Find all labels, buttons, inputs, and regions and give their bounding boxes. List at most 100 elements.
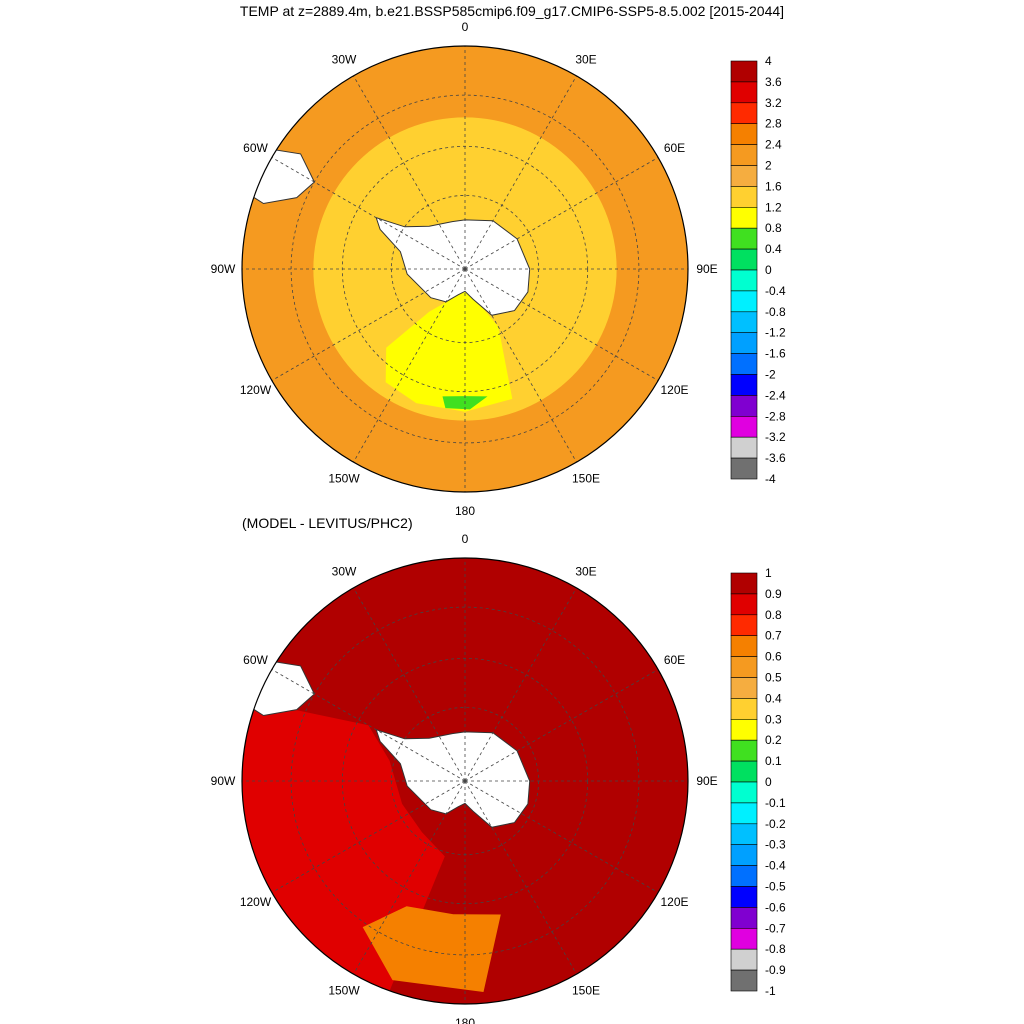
colorbar-tick-label: -0.8 xyxy=(765,942,786,956)
colorbar-box xyxy=(730,698,758,720)
colorbar-tick-label: -2 xyxy=(765,368,776,382)
colorbar-box xyxy=(730,948,758,971)
colorbar-tick-label: 0.1 xyxy=(765,754,782,768)
chart-title: TEMP at z=2889.4m, b.e21.BSSP585cmip6.f0… xyxy=(239,3,785,19)
colorbar-box xyxy=(730,311,758,333)
longitude-line xyxy=(464,780,577,975)
map-boundary xyxy=(241,557,689,1005)
longitude-label: 120W xyxy=(240,895,272,909)
colorbar-box xyxy=(730,457,758,480)
latitude-circle xyxy=(290,606,640,956)
colorbar-box xyxy=(730,802,758,825)
colorbar-box xyxy=(730,635,758,657)
longitude-label: 60W xyxy=(243,653,268,667)
colorbar-box xyxy=(730,186,758,208)
colorbar: 1 0.9 0.8 0.7 0.6 0.5 0.4 0.3 0.2 0.1 0 -0.1 -0.2 -0.… xyxy=(730,566,786,998)
longitude-line xyxy=(271,268,466,381)
longitude-label: 150W xyxy=(328,472,360,486)
colorbar-tick-label: 2.8 xyxy=(765,117,782,131)
longitude-line xyxy=(464,75,577,270)
colorbar-box xyxy=(730,823,758,845)
colorbar-tick-label: 0.5 xyxy=(765,671,782,685)
colorbar-box xyxy=(730,60,758,83)
colorbar-box xyxy=(730,227,758,250)
longitude-label: 180 xyxy=(455,1016,475,1024)
longitude-label: 30W xyxy=(332,565,357,579)
colorbar-box xyxy=(730,593,758,616)
colorbar-tick-label: 3.6 xyxy=(765,75,782,89)
longitude-line xyxy=(353,587,466,782)
colorbar-tick-label: -3.6 xyxy=(765,451,786,465)
longitude-label: 180 xyxy=(455,504,475,518)
colorbar-tick-label: -0.8 xyxy=(765,305,786,319)
colorbar-box xyxy=(730,865,758,887)
colorbar-tick-label: 0.6 xyxy=(765,650,782,664)
colorbar-tick-label: 1 xyxy=(765,566,772,580)
longitude-label: 30W xyxy=(332,53,357,67)
longitude-line xyxy=(271,157,466,270)
colorbar-tick-label: 0.3 xyxy=(765,712,782,726)
longitude-label: 150E xyxy=(572,984,600,998)
colorbar-tick-label: 2.4 xyxy=(765,138,782,152)
longitude-label: 90E xyxy=(696,262,717,276)
longitude-line xyxy=(464,669,659,782)
colorbar-box xyxy=(730,415,758,438)
colorbar-box xyxy=(730,907,758,929)
longitude-label: 90E xyxy=(696,774,717,788)
colorbar-tick-label: 0 xyxy=(765,263,772,277)
colorbar-tick-label: -0.7 xyxy=(765,921,786,935)
map-boundary xyxy=(241,45,689,493)
map-2 xyxy=(242,558,688,1004)
longitude-label: 60W xyxy=(243,141,268,155)
colorbar-tick-label: 0.8 xyxy=(765,608,782,622)
colorbar-box xyxy=(730,290,758,313)
colorbar-box xyxy=(730,81,758,104)
colorbar-tick-label: -0.9 xyxy=(765,963,786,977)
colorbar-tick-label: -1.6 xyxy=(765,347,786,361)
colorbar-box xyxy=(730,102,758,125)
chart-subtitle: (MODEL - LEVITUS/PHC2) xyxy=(242,515,413,531)
colorbar-box xyxy=(730,927,758,950)
longitude-label: 90W xyxy=(211,774,236,788)
longitude-label: 60E xyxy=(664,653,685,667)
colorbar-box xyxy=(730,395,758,417)
colorbar-box xyxy=(730,165,758,187)
colorbar-box xyxy=(730,353,758,375)
colorbar-tick-label: 0.4 xyxy=(765,691,782,705)
longitude-label: 150E xyxy=(572,472,600,486)
colorbar-box xyxy=(730,718,758,741)
colorbar-box xyxy=(730,572,758,595)
colorbar-tick-label: -0.3 xyxy=(765,838,786,852)
colorbar-tick-label: -1.2 xyxy=(765,326,786,340)
anomaly-field-ross-sea xyxy=(362,906,501,992)
longitude-line xyxy=(353,780,466,975)
colorbar-tick-label: 0.4 xyxy=(765,242,782,256)
colorbar-tick-label: 2 xyxy=(765,159,772,173)
colorbar-tick-label: 0.9 xyxy=(765,587,782,601)
colorbar-tick-label: -4 xyxy=(765,472,776,486)
colorbar-tick-label: -0.5 xyxy=(765,880,786,894)
colorbar-box xyxy=(730,844,758,866)
longitude-line xyxy=(464,268,659,381)
colorbar-tick-label: 0.8 xyxy=(765,221,782,235)
latitude-circle xyxy=(290,94,640,444)
colorbar-tick-label: 3.2 xyxy=(765,96,782,110)
colorbar-tick-label: -0.6 xyxy=(765,900,786,914)
colorbar-box xyxy=(730,436,758,459)
longitude-label: 120W xyxy=(240,383,272,397)
longitude-label: 60E xyxy=(664,141,685,155)
colorbar-tick-label: -2.8 xyxy=(765,409,786,423)
longitude-label: 30E xyxy=(575,565,596,579)
colorbar-box xyxy=(730,677,758,699)
colorbar-tick-label: -2.4 xyxy=(765,388,786,402)
colorbar-box xyxy=(730,760,758,783)
colorbar: 4 3.6 3.2 2.8 2.4 2 1.6 1.2 0.8 0.4 0 -0.4 -0.8 -1.2 -… xyxy=(730,54,786,486)
longitude-label: 120E xyxy=(660,383,688,397)
longitude-line xyxy=(353,75,466,270)
colorbar-box xyxy=(730,969,758,992)
longitude-label: 0 xyxy=(462,532,469,546)
colorbar-box xyxy=(730,207,758,229)
colorbar-tick-label: 0.2 xyxy=(765,733,782,747)
colorbar-tick-label: -0.4 xyxy=(765,284,786,298)
